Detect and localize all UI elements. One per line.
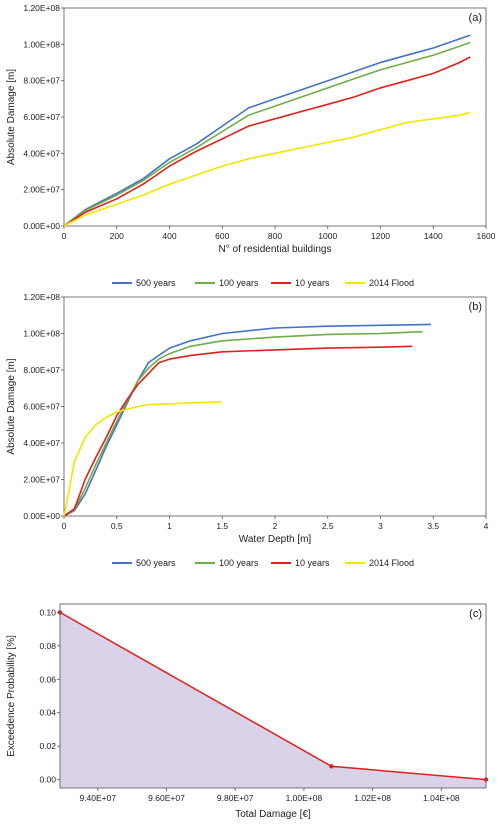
y-tick-label: 6.00E+07 [23,112,60,122]
x-axis-label: Total Damage [€] [235,809,311,820]
y-tick-label: 0.00E+00 [23,221,60,231]
y-tick-label: 1.20E+08 [23,292,60,302]
series-line [63,111,471,227]
x-tick-label: 0.5 [111,521,123,531]
legend-label: 500 years [136,558,176,568]
series-line [63,345,413,517]
legend-label: 100 years [219,558,259,568]
x-tick-label: 1000 [318,231,337,241]
x-tick-label: 9.40E+07 [79,793,116,803]
chart-panel-c: 0.00 0.02 0.04 0.06 0.08 0.10 9.40E+07 9.60E+07… [6,603,489,820]
x-tick-label: 1200 [371,231,390,241]
y-tick-label: 1.20E+08 [23,3,60,13]
series-line [63,330,423,517]
x-tick-label: 1.00E+08 [286,793,323,803]
series-line [63,323,432,517]
x-tick-label: 1.02E+08 [354,793,391,803]
y-tick-label: 0.00 [39,775,56,785]
y-axis-label: Absolute Damage [m] [6,358,17,454]
x-tick-label: 2.5 [322,521,334,531]
legend-label: 500 years [136,278,176,288]
x-tick-label: 3 [378,521,383,531]
y-tick-label: 0.08 [39,641,56,651]
y-axis-label: Exceedence Probability [%] [6,635,17,757]
x-tick-label: 9.80E+07 [217,793,254,803]
x-tick-label: 1 [167,521,172,531]
x-tick-label: 3.5 [427,521,439,531]
x-axis-label: N° of residential buildings [219,244,332,255]
legend-label: 2014 Flood [369,278,414,288]
y-tick-label: 1.00E+08 [23,329,60,339]
chart-panel-b: 0.00E+00 2.00E+07 4.00E+07 6.00E+07 8.00E+07… [6,292,489,568]
series-line [63,41,471,227]
x-tick-label: 1600 [477,231,496,241]
series-line [63,34,471,227]
y-tick-label: 0.06 [39,674,56,684]
x-tick-label: 200 [110,231,124,241]
legend-label: 100 years [219,278,259,288]
x-axis-label: Water Depth [m] [239,534,312,545]
chart-panel-a: 0.00E+00 2.00E+07 4.00E+07 6.00E+07 8.00E+07… [6,3,496,288]
y-tick-label: 0.00E+00 [23,511,60,521]
x-tick-label: 400 [162,231,176,241]
plot-frame [63,296,487,517]
data-point [329,764,334,769]
series-line [63,56,471,227]
x-tick-label: 1.04E+08 [423,793,460,803]
y-tick-label: 4.00E+07 [23,438,60,448]
x-tick-label: 0 [62,521,67,531]
y-tick-label: 4.00E+07 [23,148,60,158]
y-axis-label: Absolute Damage [m] [6,69,17,165]
legend-label: 10 years [295,558,330,568]
y-tick-label: 8.00E+07 [23,365,60,375]
x-tick-label: 2 [273,521,278,531]
x-tick-label: 800 [268,231,282,241]
x-tick-label: 1400 [424,231,443,241]
y-tick-label: 2.00E+07 [23,475,60,485]
panel-label: (c) [469,608,482,620]
panel-label: (b) [469,301,482,313]
x-tick-label: 4 [484,521,489,531]
y-tick-label: 2.00E+07 [23,185,60,195]
y-tick-label: 1.00E+08 [23,39,60,49]
y-tick-label: 6.00E+07 [23,402,60,412]
y-tick-label: 8.00E+07 [23,76,60,86]
x-tick-label: 1.5 [216,521,228,531]
y-tick-label: 0.10 [39,607,56,617]
x-tick-label: 9.60E+07 [148,793,185,803]
x-tick-label: 0 [62,231,67,241]
y-tick-label: 0.04 [39,708,56,718]
panel-label: (a) [469,12,482,24]
legend-label: 10 years [295,278,330,288]
y-tick-label: 0.02 [39,741,56,751]
series-line [63,401,222,517]
area-fill [60,612,486,788]
plot-frame [59,603,487,789]
x-tick-label: 600 [215,231,229,241]
legend-label: 2014 Flood [369,558,414,568]
